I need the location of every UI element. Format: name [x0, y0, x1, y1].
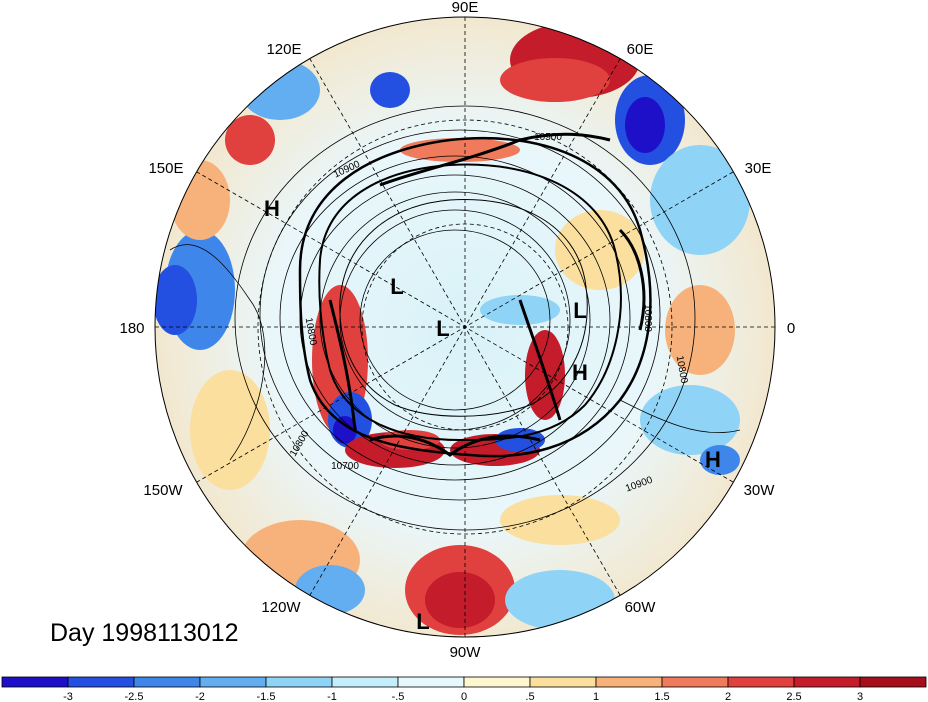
- colorbar-label: -2.5: [125, 691, 144, 702]
- colorbar-box: [265, 676, 333, 688]
- lon-label-60w: 60W: [625, 599, 657, 616]
- graticule: [155, 17, 775, 637]
- colorbar-box: [133, 676, 201, 688]
- lon-label-0: 0: [787, 320, 795, 337]
- colorbar-label: -3: [63, 691, 73, 702]
- colorbar-box: [859, 676, 927, 688]
- colorbar-box: [67, 676, 135, 688]
- colorbar-labels: -3 -2.5 -2 -1.5 -1 -.5 0 .5 1 1.5 2 2.5 3: [63, 691, 863, 702]
- contour-label: 10800: [642, 304, 653, 332]
- colorbar-label: 0: [461, 691, 467, 702]
- contour-label: 10800: [674, 355, 690, 385]
- low-marker: L: [436, 316, 449, 341]
- colorbar-boxes: [1, 676, 927, 688]
- colorbar-box: [661, 676, 729, 688]
- contour-label: 10500: [534, 132, 562, 143]
- high-marker: H: [264, 196, 280, 221]
- map-title: Day 1998113012: [50, 619, 239, 647]
- lon-label-150e: 150E: [148, 160, 183, 177]
- pressure-system-markers: H L L L H H L: [264, 196, 721, 634]
- contour-label: 10800: [303, 317, 319, 347]
- colorbar: -3 -2.5 -2 -1.5 -1 -.5 0 .5 1 1.5 2 2.5 3: [1, 676, 927, 702]
- colorbar-label: -1.5: [257, 691, 276, 702]
- colorbar-box: [529, 676, 597, 688]
- colorbar-label: -.5: [392, 691, 405, 702]
- colorbar-box: [793, 676, 861, 688]
- high-marker: H: [572, 360, 588, 385]
- lon-label-120w: 120W: [261, 599, 301, 616]
- colorbar-label: 2: [725, 691, 731, 702]
- map-boundary: [154, 16, 776, 638]
- colorbar-box: [199, 676, 267, 688]
- lon-label-30e: 30E: [745, 160, 772, 177]
- colorbar-label: 1: [593, 691, 599, 702]
- lon-label-60e: 60E: [627, 41, 654, 58]
- colorbar-label: 3: [857, 691, 863, 702]
- lon-label-90e: 90E: [452, 0, 479, 16]
- high-marker: H: [705, 447, 721, 472]
- colorbar-box: [727, 676, 795, 688]
- lon-label-120e: 120E: [266, 41, 301, 58]
- colorbar-label: -1: [327, 691, 337, 702]
- colorbar-box: [463, 676, 531, 688]
- low-marker: L: [573, 298, 586, 323]
- polar-stereographic-map: 90E 60E 30E 0 30W 60W 90W 120W 150W 180 …: [119, 0, 795, 661]
- colorbar-box: [397, 676, 465, 688]
- height-contours: [169, 105, 741, 531]
- colorbar-box: [595, 676, 663, 688]
- colorbar-box: [1, 676, 69, 688]
- colorbar-label: 1.5: [654, 691, 669, 702]
- lon-label-30w: 30W: [744, 482, 776, 499]
- lon-label-150w: 150W: [143, 482, 183, 499]
- low-marker: L: [416, 609, 429, 634]
- contour-label: 10700: [331, 461, 359, 472]
- colorbar-label: 2.5: [786, 691, 801, 702]
- colorbar-label: .5: [525, 691, 534, 702]
- lon-label-90w: 90W: [450, 644, 482, 661]
- low-marker: L: [390, 274, 403, 299]
- colorbar-label: -2: [195, 691, 205, 702]
- colorbar-box: [331, 676, 399, 688]
- longitude-labels: 90E 60E 30E 0 30W 60W 90W 120W 150W 180 …: [119, 0, 795, 661]
- lon-label-180: 180: [119, 320, 144, 337]
